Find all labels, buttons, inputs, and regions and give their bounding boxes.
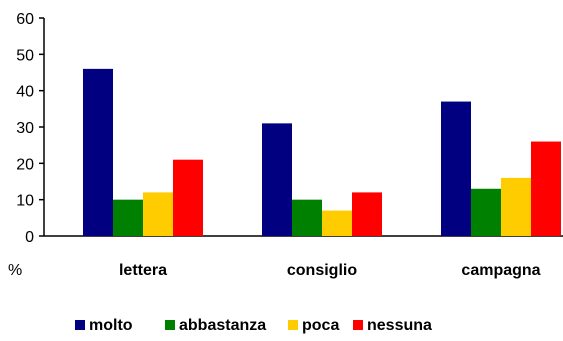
legend-label-poca: poca: [302, 317, 339, 334]
legend-swatch-abbastanza: [165, 320, 175, 330]
bar-poca-consiglio: [322, 210, 352, 236]
bar-nessuna-campagna: [531, 141, 561, 236]
bar-nessuna-lettera: [173, 159, 203, 236]
category-label-consiglio: consiglio: [287, 262, 357, 279]
y-tick-label: 20: [16, 156, 34, 173]
legend-label-nessuna: nessuna: [367, 317, 432, 334]
legend-swatch-nessuna: [353, 320, 363, 330]
bar-nessuna-consiglio: [352, 192, 382, 236]
y-tick-label: 0: [25, 229, 34, 246]
y-tick-label: 50: [16, 47, 34, 64]
bar-abbastanza-lettera: [113, 199, 143, 236]
bars: [83, 68, 561, 236]
bar-molto-campagna: [441, 101, 471, 236]
bar-poca-lettera: [143, 192, 173, 236]
category-label-lettera: lettera: [119, 262, 167, 279]
bar-abbastanza-consiglio: [292, 199, 322, 236]
bar-abbastanza-campagna: [471, 188, 501, 236]
bar-poca-campagna: [501, 177, 531, 236]
y-tick-label: 10: [16, 193, 34, 210]
legend-swatch-poca: [288, 320, 298, 330]
legend-label-abbastanza: abbastanza: [179, 317, 266, 334]
y-tick-label: 40: [16, 84, 34, 101]
category-label-campagna: campagna: [461, 262, 540, 279]
legend-swatch-molto: [75, 320, 85, 330]
bar-molto-consiglio: [262, 123, 292, 236]
y-tick-label: 30: [16, 120, 34, 137]
y-axis-ticks: 0 10 20 30 40 50 60: [16, 11, 44, 246]
bar-molto-lettera: [83, 68, 113, 236]
category-labels: lettera consiglio campagna: [119, 262, 541, 279]
y-tick-label: 60: [16, 11, 34, 28]
y-axis-label: %: [8, 262, 22, 279]
legend: molto abbastanza poca nessuna: [75, 317, 432, 334]
legend-label-molto: molto: [89, 317, 133, 334]
